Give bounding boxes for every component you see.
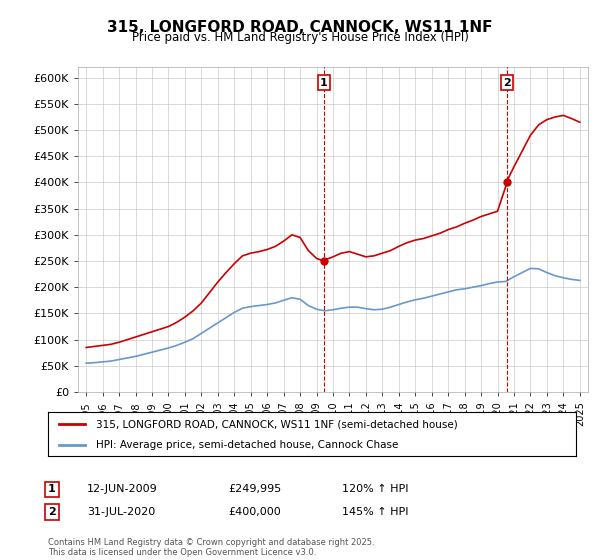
Text: £249,995: £249,995 [228,484,281,494]
Text: Contains HM Land Registry data © Crown copyright and database right 2025.
This d: Contains HM Land Registry data © Crown c… [48,538,374,557]
Text: 31-JUL-2020: 31-JUL-2020 [87,507,155,517]
Text: 315, LONGFORD ROAD, CANNOCK, WS11 1NF: 315, LONGFORD ROAD, CANNOCK, WS11 1NF [107,20,493,35]
Text: 1: 1 [320,78,328,88]
Text: 2: 2 [48,507,56,517]
Text: 120% ↑ HPI: 120% ↑ HPI [342,484,409,494]
Text: HPI: Average price, semi-detached house, Cannock Chase: HPI: Average price, semi-detached house,… [95,440,398,450]
Text: Price paid vs. HM Land Registry's House Price Index (HPI): Price paid vs. HM Land Registry's House … [131,31,469,44]
Text: 12-JUN-2009: 12-JUN-2009 [87,484,158,494]
Text: £400,000: £400,000 [228,507,281,517]
Text: 315, LONGFORD ROAD, CANNOCK, WS11 1NF (semi-detached house): 315, LONGFORD ROAD, CANNOCK, WS11 1NF (s… [95,419,457,429]
Text: 1: 1 [48,484,56,494]
Text: 145% ↑ HPI: 145% ↑ HPI [342,507,409,517]
Text: 2: 2 [503,78,511,88]
